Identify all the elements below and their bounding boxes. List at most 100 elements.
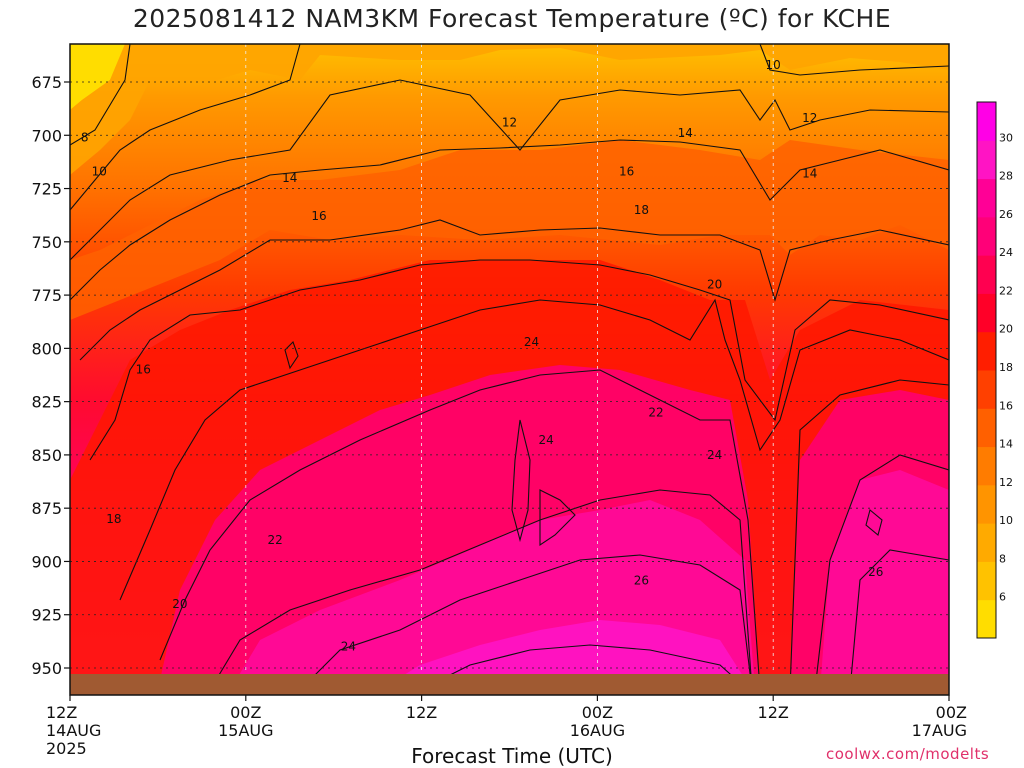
colorbar-label-20: 20 — [999, 323, 1013, 336]
colorbar-label-22: 22 — [999, 284, 1013, 297]
y-tick-label-925: 925 — [31, 606, 62, 625]
y-tick-label-825: 825 — [31, 393, 62, 412]
y-tick-label-850: 850 — [31, 446, 62, 465]
colorbar-label-28: 28 — [999, 170, 1013, 183]
y-axis-ticks: 675 700 725 750 775 800 825 850 875 900 925 950 — [31, 73, 70, 678]
colorbar-label-8: 8 — [999, 552, 1006, 565]
zone-12 — [70, 44, 949, 175]
contour-20 — [119, 298, 949, 601]
x-tick-label-0-2: 2025 — [46, 739, 87, 758]
contour-loop-east — [865, 509, 883, 536]
colorbar-swatch-6 — [977, 370, 996, 409]
contour-label-11: 18 — [634, 203, 649, 217]
y-tick-label-675: 675 — [31, 73, 62, 92]
contour-12 — [70, 79, 949, 261]
contour-label-10: 16 — [136, 363, 151, 377]
colorbar-label-26: 26 — [999, 208, 1013, 221]
cold-zone — [70, 44, 125, 110]
contour-label-15: 22 — [648, 405, 663, 419]
x-tick-label-5-1: 17AUG — [912, 721, 967, 740]
x-tick-label-3-1: 16AUG — [570, 721, 625, 740]
colorbar-swatch-10 — [977, 216, 996, 256]
zone-26-east — [820, 470, 949, 690]
source-credit: coolwx.com/modelts — [826, 745, 990, 763]
contour-label-8: 16 — [311, 209, 326, 223]
colorbar-swatch-13 — [977, 102, 996, 141]
contour-label-2: 10 — [766, 58, 781, 72]
colorbar-swatch-1 — [977, 561, 996, 601]
y-tick-label-800: 800 — [31, 339, 62, 358]
contour-label-7: 14 — [802, 167, 817, 181]
contour-22 — [159, 369, 949, 691]
contour-26 — [299, 549, 949, 691]
contour-label-13: 20 — [707, 277, 722, 291]
y-tick-label-900: 900 — [31, 552, 62, 571]
colorbar-label-16: 16 — [999, 399, 1013, 412]
colorbar-frame — [976, 101, 997, 639]
temperature-field — [70, 44, 949, 695]
contour-label-4: 12 — [802, 111, 817, 125]
zone-16 — [70, 140, 949, 320]
contour-loop-mid — [539, 489, 576, 547]
contour-label-18: 24 — [538, 433, 553, 447]
contour-label-5: 14 — [282, 171, 297, 185]
colorbar-label-30: 30 — [999, 131, 1013, 144]
y-tick-label-725: 725 — [31, 180, 62, 199]
zone-28 — [380, 620, 752, 690]
colorbar-label-12: 12 — [999, 476, 1013, 489]
colorbar-swatch-2 — [977, 523, 996, 562]
contour-14 — [70, 139, 949, 301]
colorbar-swatch-3 — [977, 484, 996, 524]
contour-24-loop — [511, 419, 531, 543]
y-tick-label-700: 700 — [31, 126, 62, 145]
contour-16 — [79, 219, 949, 361]
colorbar-swatch-9 — [977, 255, 996, 294]
colorbar-swatch-8 — [977, 293, 996, 333]
colorbar-swatch-0 — [977, 599, 996, 639]
colorbar-swatch-12 — [977, 140, 996, 180]
contour-loop-west — [284, 340, 299, 370]
contour-label-9: 16 — [619, 164, 634, 178]
x-tick-label-0-1: 14AUG — [46, 721, 101, 740]
x-tick-label-5-0: 00Z — [936, 703, 967, 722]
x-tick-label-1-0: 00Z — [230, 703, 261, 722]
x-tick-label-3-0: 00Z — [582, 703, 613, 722]
contour-label-3: 12 — [502, 115, 517, 129]
grid-lines — [69, 44, 950, 695]
contour-label-0: 8 — [81, 130, 89, 144]
y-tick-label-950: 950 — [31, 659, 62, 678]
plot-frame — [69, 43, 950, 696]
x-tick-label-1-1: 15AUG — [218, 721, 273, 740]
colorbar-swatch-11 — [977, 178, 996, 218]
contour-label-6: 14 — [678, 126, 693, 140]
chart-title: 2025081412 NAM3KM Forecast Temperature (… — [132, 4, 892, 33]
y-tick-label-875: 875 — [31, 499, 62, 518]
colorbar-swatch-4 — [977, 446, 996, 486]
colorbar-swatch-7 — [977, 331, 996, 371]
contour-10 — [70, 44, 949, 211]
colorbar: 6 8 10 12 14 16 18 20 22 24 26 28 30 — [976, 101, 1013, 639]
x-tick-label-0-0: 12Z — [46, 703, 77, 722]
contour-label-14: 20 — [172, 597, 187, 611]
x-tick-label-2-0: 12Z — [406, 703, 437, 722]
colorbar-label-18: 18 — [999, 361, 1013, 374]
colorbar-label-24: 24 — [999, 246, 1013, 259]
contour-label-17: 24 — [524, 335, 539, 349]
contour-28 — [419, 644, 749, 691]
colorbar-label-14: 14 — [999, 438, 1013, 451]
x-tick-label-4-0: 12Z — [758, 703, 789, 722]
contour-label-12: 18 — [106, 512, 121, 526]
contour-lines — [70, 44, 949, 691]
contour-label-22: 26 — [868, 565, 883, 579]
contour-label-21: 26 — [634, 574, 649, 588]
contour-label-19: 24 — [707, 448, 722, 462]
colorbar-label-6: 6 — [999, 591, 1006, 604]
y-tick-label-775: 775 — [31, 286, 62, 305]
x-axis-label: Forecast Time (UTC) — [411, 744, 613, 768]
contour-18 — [89, 259, 949, 461]
ground-strip — [70, 674, 949, 695]
y-tick-label-750: 750 — [31, 233, 62, 252]
contour-label-1: 10 — [92, 164, 107, 178]
